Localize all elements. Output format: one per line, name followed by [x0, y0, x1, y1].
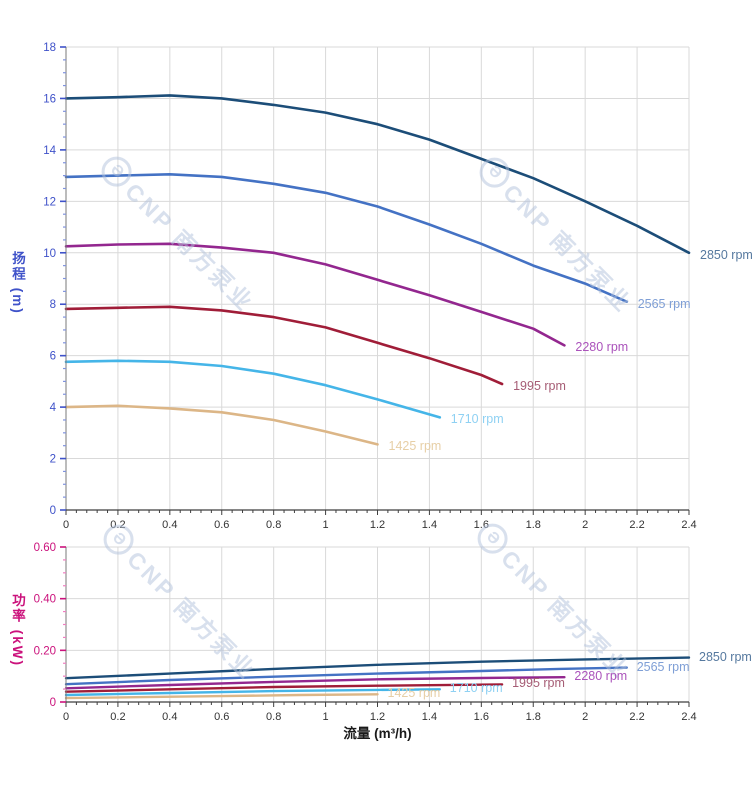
x-tick-label: 0.2: [110, 711, 125, 723]
head-plot: 0 0.2 0.4 0.6 0.8 1 1.2 1.4 1.6 1.8 2 2.2 2.4 0 2 4 6 8 10…: [43, 42, 696, 531]
x-tick-label: 2.4: [681, 711, 696, 723]
x-tick-label: 0.2: [110, 519, 125, 531]
series-label-head-2850-rpm: 2850 rpm: [700, 247, 752, 262]
x-tick-label: 0: [63, 711, 69, 723]
x-tick-label: 2: [582, 519, 588, 531]
curve-power-2280-rpm: [64, 676, 566, 690]
y-tick-label: 6: [50, 351, 56, 363]
y-tick-label: 12: [43, 196, 56, 208]
y-tick-label: 8: [50, 299, 56, 311]
x-tick-label: 0.4: [162, 519, 177, 531]
curve-power-2565-rpm: [64, 666, 628, 686]
x-tick-label: 2.4: [681, 519, 696, 531]
curve-head-2850-rpm: [64, 94, 691, 255]
y-tick-label: 10: [43, 248, 56, 260]
series-label-power-2280-rpm: 2280 rpm: [574, 669, 628, 684]
series-label-power-2850-rpm: 2850 rpm: [699, 649, 752, 664]
x-tick-label: 1.2: [370, 519, 385, 531]
x-tick-label: 0.8: [266, 519, 281, 531]
head-axis-title: 扬程 (m): [10, 251, 25, 315]
x-tick-label: 1.8: [526, 711, 541, 723]
series-label-power-1995-rpm: 1995 rpm: [512, 676, 565, 691]
y-tick-label: 4: [50, 402, 57, 414]
series-label-power-1425-rpm: 1425 rpm: [387, 686, 441, 701]
x-tick-label: 1.8: [526, 519, 541, 531]
curve-power-1995-rpm: [64, 683, 504, 693]
y-tick-label: 14: [43, 145, 56, 157]
y-tick-label: 0: [50, 697, 56, 709]
series-label-power-2565-rpm: 2565 rpm: [636, 659, 690, 674]
y-tick-label: 0: [50, 505, 56, 517]
series-label-head-2280-rpm: 2280 rpm: [575, 340, 629, 355]
series-label-power-1710-rpm: 1710 rpm: [449, 681, 503, 696]
x-tick-label: 1.4: [422, 711, 437, 723]
y-tick-label: 0.20: [34, 645, 56, 657]
curve-head-1425-rpm: [64, 404, 379, 446]
x-tick-label: 0.8: [266, 711, 281, 723]
y-tick-label: 18: [43, 42, 56, 54]
y-tick-label: 0.40: [34, 594, 56, 606]
x-tick-label: 0.6: [214, 519, 229, 531]
curve-head-2565-rpm: [64, 173, 629, 304]
y-tick-label: 0.60: [34, 542, 56, 554]
x-tick-label: 1: [323, 519, 329, 531]
series-label-head-1995-rpm: 1995 rpm: [513, 378, 566, 393]
curve-head-2280-rpm: [64, 242, 566, 347]
series-label-head-2565-rpm: 2565 rpm: [637, 296, 691, 311]
x-tick-label: 0.4: [162, 711, 177, 723]
x-tick-label: 2: [582, 711, 588, 723]
power-axis-title: 功率 (kW): [10, 593, 25, 667]
x-tick-label: 1.4: [422, 519, 437, 531]
curve-head-1710-rpm: [64, 359, 442, 419]
curve-power-1710-rpm: [64, 688, 441, 697]
x-tick-label: 1.2: [370, 711, 385, 723]
curve-power-2850-rpm: [64, 656, 691, 680]
x-tick-label: 1: [323, 711, 329, 723]
x-tick-label: 0: [63, 519, 69, 531]
y-tick-label: 16: [43, 93, 56, 105]
curve-head-1995-rpm: [64, 305, 504, 386]
curve-power-1425-rpm: [64, 693, 379, 700]
x-tick-label: 1.6: [474, 711, 489, 723]
x-tick-label: 2.2: [629, 519, 644, 531]
flow-axis-title: 流量 (m³/h): [343, 726, 412, 741]
y-tick-label: 2: [50, 454, 56, 466]
series-label-head-1710-rpm: 1710 rpm: [450, 412, 504, 427]
x-tick-label: 0.6: [214, 711, 229, 723]
series-label-head-1425-rpm: 1425 rpm: [388, 439, 442, 454]
x-tick-label: 1.6: [474, 519, 489, 531]
x-tick-label: 2.2: [629, 711, 644, 723]
power-plot: 0 0.2 0.4 0.6 0.8 1 1.2 1.4 1.6 1.8 2 2.2 2.4 0 0.20 0.…: [34, 542, 697, 723]
